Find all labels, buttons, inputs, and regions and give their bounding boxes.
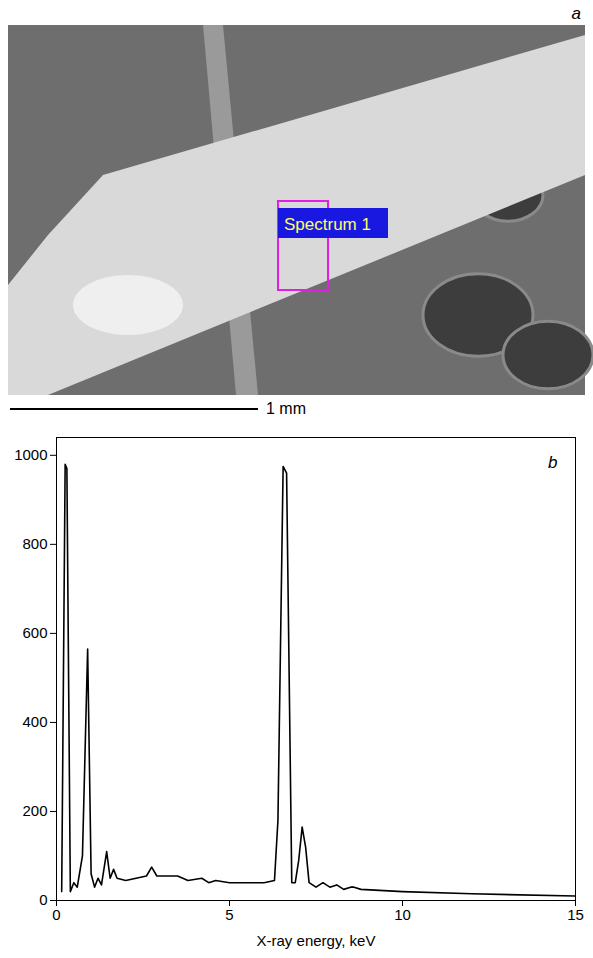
svg-text:200: 200: [22, 802, 47, 819]
svg-text:400: 400: [22, 713, 47, 730]
svg-text:10: 10: [394, 906, 411, 923]
svg-text:1 mm: 1 mm: [266, 400, 306, 417]
svg-text:600: 600: [22, 624, 47, 641]
svg-text:5: 5: [225, 906, 233, 923]
svg-text:15: 15: [567, 906, 584, 923]
svg-text:0: 0: [39, 891, 47, 908]
svg-text:800: 800: [22, 535, 47, 552]
svg-text:0: 0: [52, 906, 60, 923]
svg-text:a: a: [572, 4, 581, 23]
svg-text:1000: 1000: [14, 446, 47, 463]
svg-text:b: b: [548, 453, 557, 472]
svg-text:Spectrum 1: Spectrum 1: [284, 215, 371, 234]
svg-text:X-ray energy, keV: X-ray energy, keV: [257, 932, 376, 949]
